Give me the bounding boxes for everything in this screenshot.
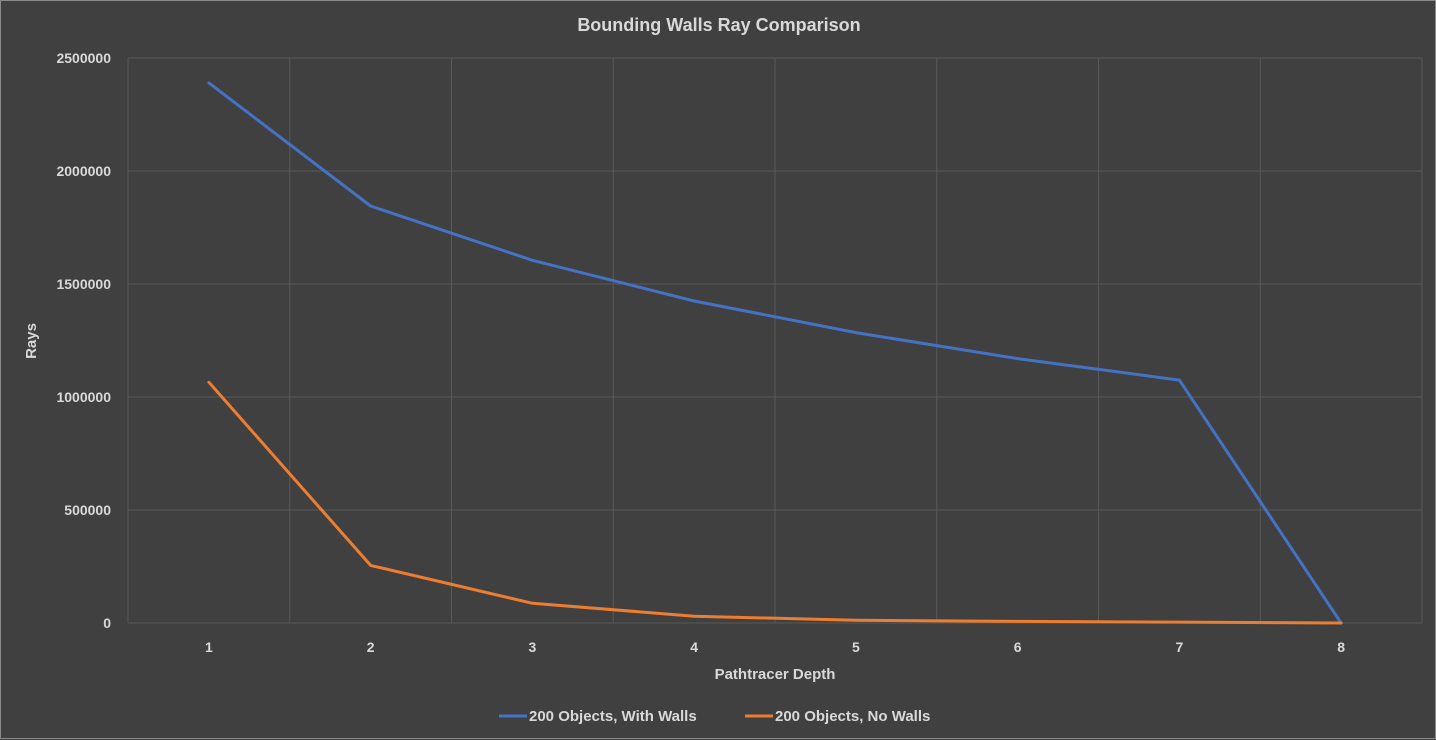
y-tick-label: 1000000	[56, 389, 111, 405]
y-tick-label: 500000	[64, 502, 111, 518]
y-axis-ticks: 0 500000 1000000 1500000 2000000 2500000	[56, 50, 111, 631]
y-tick-label: 2000000	[56, 163, 111, 179]
x-tick-label: 1	[205, 639, 213, 655]
x-axis-ticks: 1 2 3 4 5 6 7 8	[205, 639, 1345, 655]
x-tick-label: 3	[528, 639, 536, 655]
legend-label-1: 200 Objects, With Walls	[529, 708, 697, 725]
x-tick-label: 6	[1014, 639, 1022, 655]
series-line-2	[207, 380, 1343, 625]
x-tick-label: 5	[852, 639, 860, 655]
y-tick-label: 0	[103, 615, 111, 631]
chart-title: Bounding Walls Ray Comparison	[577, 15, 860, 35]
legend-label-2: 200 Objects, No Walls	[775, 708, 930, 725]
x-axis-label: Pathtracer Depth	[715, 666, 836, 683]
series-lines	[207, 81, 1343, 625]
legend: 200 Objects, With Walls 200 Objects, No W…	[499, 708, 930, 725]
y-tick-label: 2500000	[56, 50, 111, 66]
series-line-1	[207, 81, 1343, 625]
y-tick-label: 1500000	[56, 276, 111, 292]
x-tick-label: 7	[1175, 639, 1183, 655]
x-tick-label: 4	[690, 639, 698, 655]
x-tick-label: 8	[1337, 639, 1345, 655]
gridlines	[127, 57, 1423, 624]
x-tick-label: 2	[367, 639, 375, 655]
y-axis-label: Rays	[23, 323, 40, 359]
